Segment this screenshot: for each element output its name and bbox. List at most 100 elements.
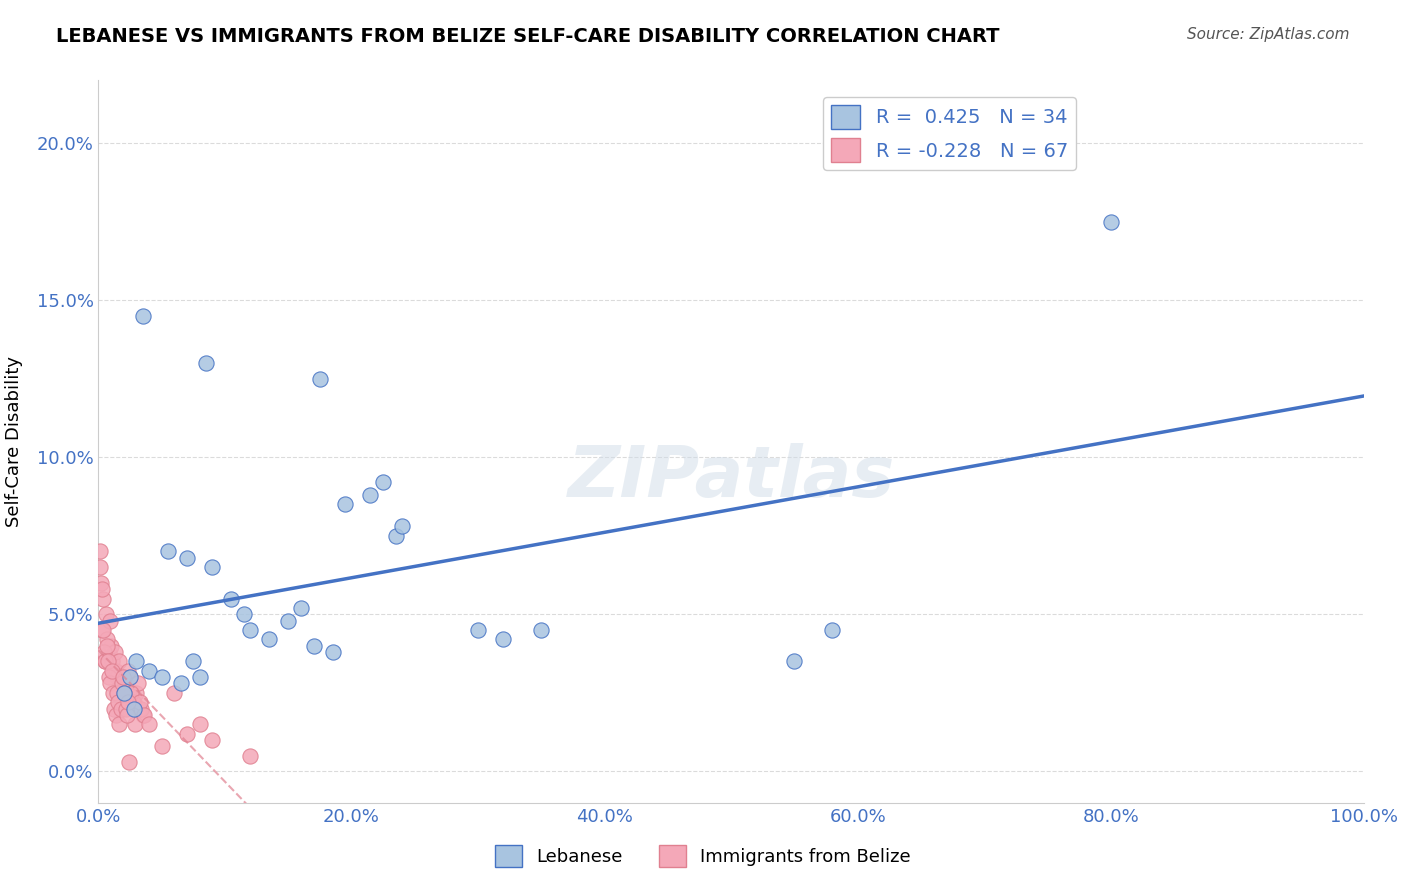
Point [105, 664, 128, 678]
Point [115, 707, 138, 722]
Point [100, 676, 122, 690]
Point [122, 701, 145, 715]
Text: LEBANESE VS IMMIGRANTS FROM BELIZE SELF-CARE DISABILITY CORRELATION CHART: LEBANESE VS IMMIGRANTS FROM BELIZE SELF-… [56, 27, 1000, 45]
Point [335, 497, 357, 511]
Point [93, 645, 115, 659]
Point [219, 591, 243, 606]
Point [108, 717, 131, 731]
Point [97, 655, 120, 669]
Point [132, 707, 155, 722]
Point [120, 670, 141, 684]
Point [108, 676, 131, 690]
Point [110, 676, 132, 690]
Point [93, 591, 115, 606]
Point [90, 575, 112, 590]
Point [277, 614, 299, 628]
Point [309, 372, 332, 386]
Legend: Lebanese, Immigrants from Belize: Lebanese, Immigrants from Belize [488, 838, 918, 874]
Point [107, 655, 129, 669]
Point [467, 623, 489, 637]
Point [96, 632, 118, 647]
Point [104, 707, 127, 722]
Point [96, 639, 118, 653]
Point [163, 686, 186, 700]
Point [169, 676, 191, 690]
Point [115, 676, 138, 690]
Point [104, 645, 127, 659]
Point [530, 623, 553, 637]
Point [150, 739, 173, 754]
Point [114, 670, 136, 684]
Legend: R =  0.425   N = 34, R = -0.228   N = 67: R = 0.425 N = 34, R = -0.228 N = 67 [823, 97, 1076, 170]
Point [391, 519, 413, 533]
Point [91, 623, 114, 637]
Point [128, 701, 150, 715]
Point [112, 686, 135, 700]
Point [385, 529, 408, 543]
Point [371, 475, 394, 490]
Text: Source: ZipAtlas.com: Source: ZipAtlas.com [1187, 27, 1350, 42]
Point [129, 695, 152, 709]
Point [1099, 214, 1122, 228]
Point [91, 623, 114, 637]
Point [107, 695, 129, 709]
Point [90, 582, 112, 597]
Point [93, 655, 117, 669]
Point [111, 676, 134, 690]
Point [132, 707, 155, 722]
Point [321, 645, 344, 659]
Point [150, 670, 173, 684]
Point [360, 488, 382, 502]
Point [101, 686, 124, 700]
Point [201, 560, 224, 574]
Point [783, 655, 806, 669]
Point [89, 560, 111, 574]
Point [201, 733, 224, 747]
Point [100, 664, 122, 678]
Point [125, 686, 148, 700]
Point [112, 686, 135, 700]
Point [239, 748, 262, 763]
Point [302, 639, 325, 653]
Point [94, 655, 117, 669]
Point [239, 623, 262, 637]
Point [176, 550, 198, 565]
Point [188, 670, 211, 684]
Point [122, 695, 145, 709]
Point [120, 686, 142, 700]
Text: ZIPatlas: ZIPatlas [568, 443, 894, 512]
Point [259, 632, 281, 647]
Point [89, 544, 111, 558]
Point [103, 701, 125, 715]
Point [132, 309, 155, 323]
Point [98, 670, 121, 684]
Point [103, 664, 125, 678]
Point [821, 623, 844, 637]
Point [111, 676, 134, 690]
Point [138, 717, 160, 731]
Y-axis label: Self-Care Disability: Self-Care Disability [4, 356, 22, 527]
Point [124, 717, 146, 731]
Point [233, 607, 256, 622]
Point [121, 695, 143, 709]
Point [176, 727, 198, 741]
Point [105, 686, 128, 700]
Point [112, 670, 135, 684]
Point [125, 655, 148, 669]
Point [117, 664, 139, 678]
Point [112, 686, 135, 700]
Point [110, 701, 132, 715]
Point [194, 356, 217, 370]
Point [290, 601, 312, 615]
Point [183, 655, 205, 669]
Point [101, 655, 124, 669]
Point [127, 676, 149, 690]
Point [138, 664, 160, 678]
Point [492, 632, 515, 647]
Point [157, 544, 180, 558]
Point [120, 670, 141, 684]
Point [118, 686, 141, 700]
Point [107, 670, 129, 684]
Point [98, 614, 121, 628]
Point [117, 695, 139, 709]
